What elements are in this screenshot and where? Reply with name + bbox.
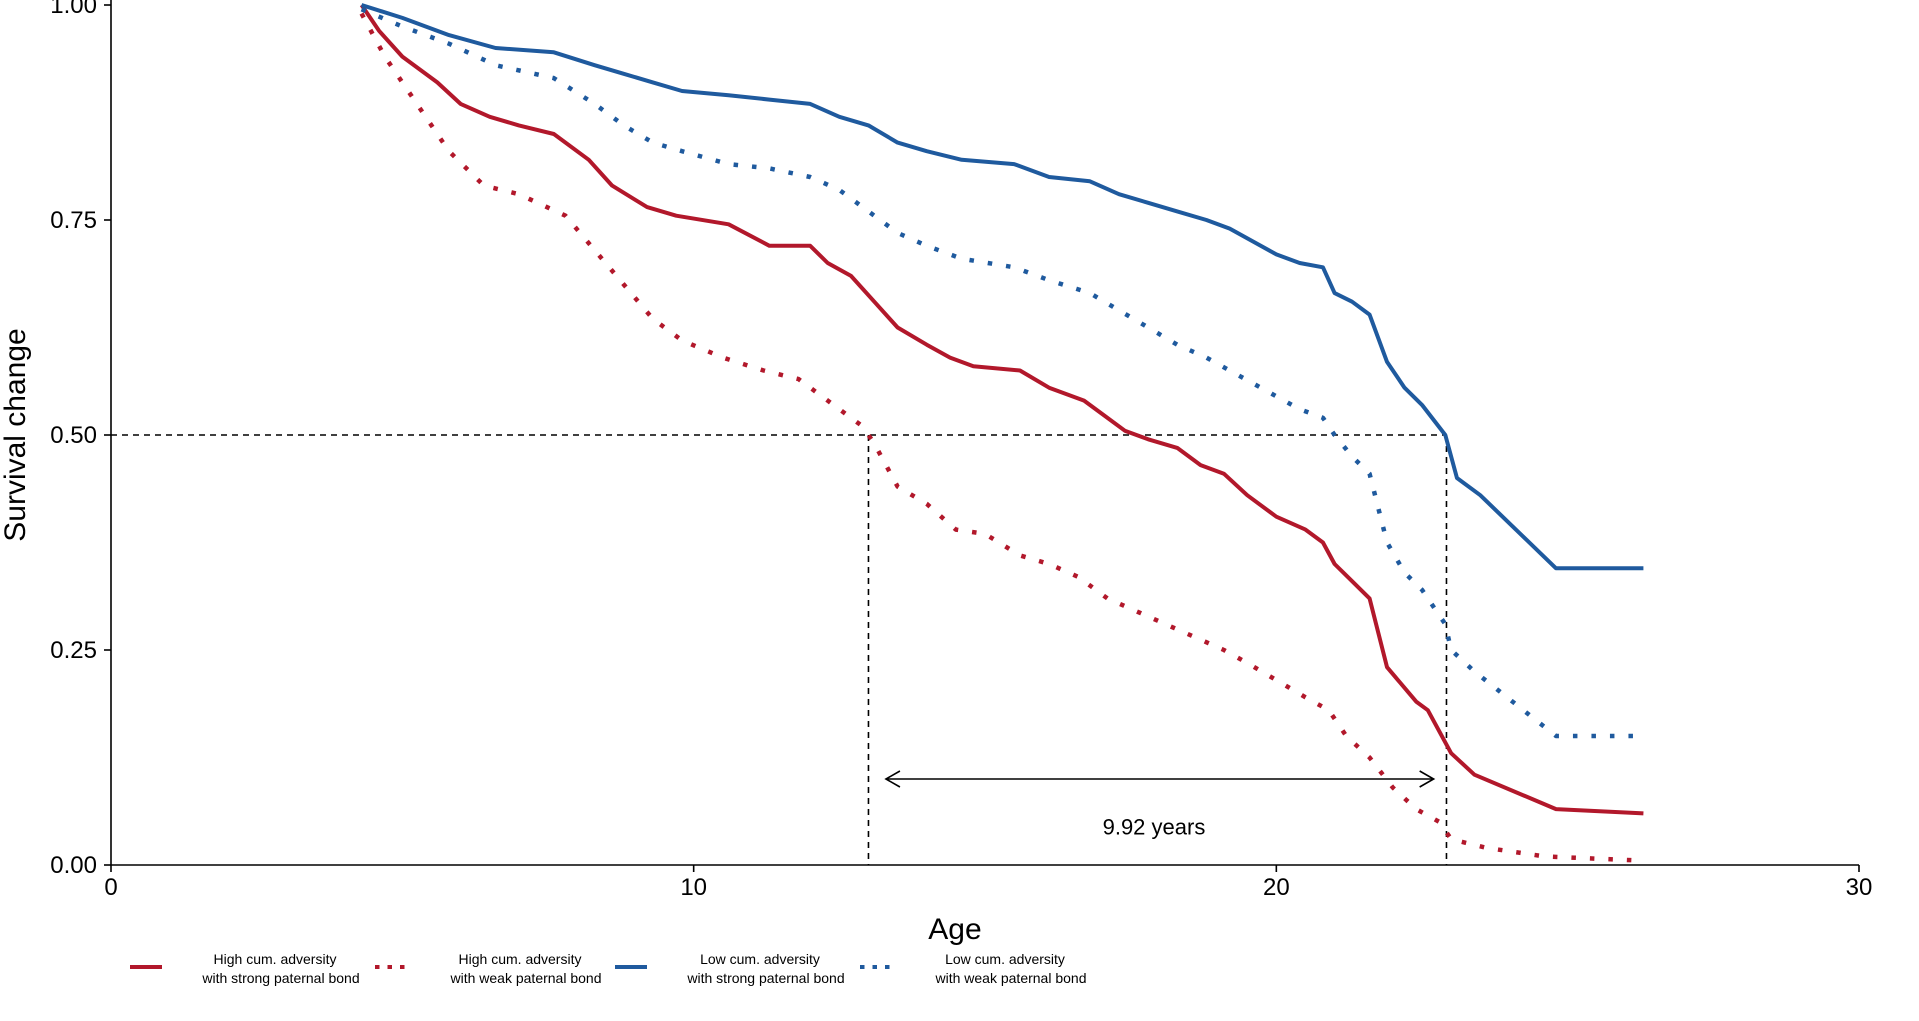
y-ticks: 0.00 0.25 0.50 0.75 1.00 <box>50 0 111 879</box>
difference-arrow-head-right <box>1419 770 1436 788</box>
x-tick-label: 30 <box>1846 874 1873 901</box>
y-tick-label: 0.25 <box>50 637 97 664</box>
legend-label-2-line1: High cum. adversity <box>459 951 582 967</box>
legend-label-1-line2: with strong paternal bond <box>201 970 359 986</box>
y-tick-label: 1.00 <box>50 0 97 19</box>
series-line-4 <box>360 7 1644 739</box>
series-group <box>359 3 1644 863</box>
annotation-group: 9.92 years <box>884 770 1436 839</box>
x-tick-label: 0 <box>104 874 117 901</box>
y-tick-label: 0.50 <box>50 422 97 449</box>
series-line-3 <box>360 3 1644 571</box>
legend-label-3-line1: Low cum. adversity <box>700 951 820 967</box>
legend-label-1-line1: High cum. adversity <box>214 951 337 967</box>
x-axis-title: Age <box>928 913 981 946</box>
x-ticks: 0 10 20 30 <box>104 865 1872 901</box>
series-line-1 <box>359 3 1644 816</box>
x-tick-label: 20 <box>1263 874 1290 901</box>
legend-label-2-line2: with weak paternal bond <box>450 970 602 986</box>
difference-label: 9.92 years <box>1103 814 1206 839</box>
legend-label-4-line2: with weak paternal bond <box>935 970 1087 986</box>
reference-lines <box>111 434 1448 865</box>
y-tick-label: 0.75 <box>50 207 97 234</box>
y-axis-title: Survival change <box>0 328 32 541</box>
difference-arrow-head-left <box>884 770 901 788</box>
x-tick-label: 10 <box>680 874 707 901</box>
legend-label-3-line2: with strong paternal bond <box>686 970 844 986</box>
legend: High cum. adversity with strong paternal … <box>130 951 1087 986</box>
axes-group <box>110 0 1859 866</box>
legend-label-4-line1: Low cum. adversity <box>945 951 1065 967</box>
series-line-2 <box>359 12 1644 863</box>
y-tick-label: 0.00 <box>50 852 97 879</box>
